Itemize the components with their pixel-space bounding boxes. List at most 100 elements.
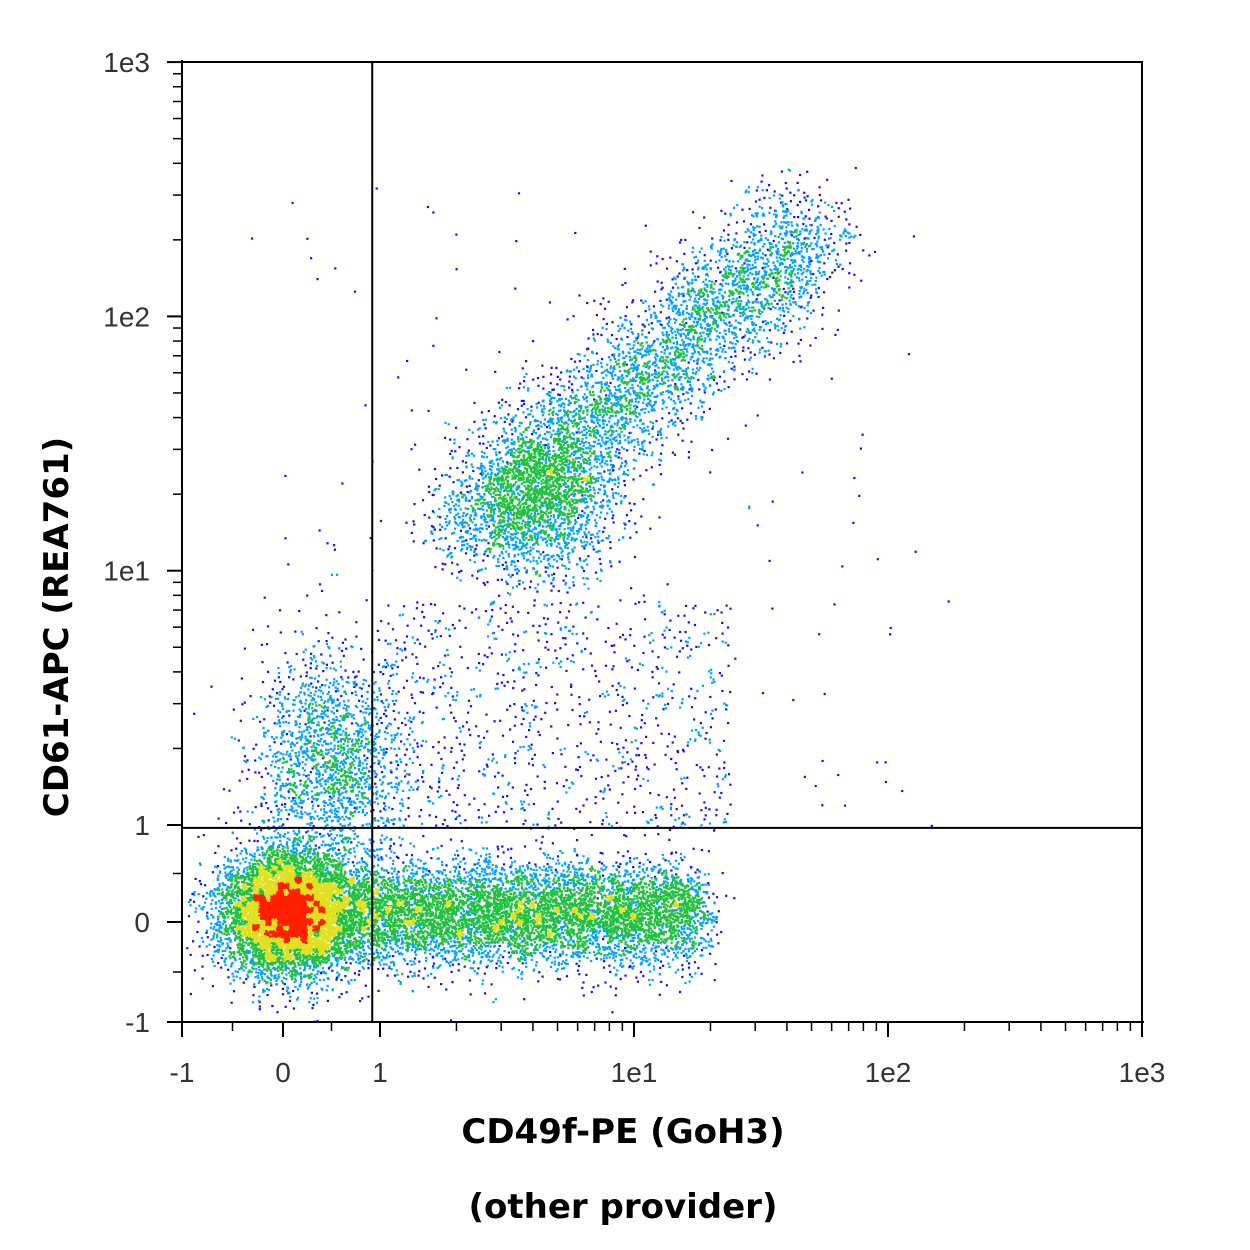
- event-point: [305, 856, 308, 859]
- event-point: [249, 900, 252, 903]
- event-point: [219, 913, 222, 916]
- event-point: [234, 879, 237, 882]
- event-point: [287, 859, 290, 862]
- event-point: [327, 918, 331, 922]
- event-point: [250, 870, 253, 874]
- event-point: [221, 891, 224, 894]
- event-point: [329, 925, 333, 928]
- event-point: [223, 928, 226, 931]
- event-point: [341, 938, 344, 941]
- event-point: [320, 945, 323, 948]
- event-point: [212, 954, 215, 957]
- event-point: [271, 937, 274, 940]
- event-point: [286, 837, 289, 840]
- event-point: [311, 956, 314, 959]
- event-point: [316, 904, 320, 907]
- event-point: [290, 936, 294, 940]
- event-point: [359, 1000, 362, 1003]
- event-point: [339, 925, 342, 928]
- event-point: [265, 887, 268, 890]
- event-point: [242, 969, 245, 972]
- event-point: [238, 923, 241, 926]
- event-point: [349, 873, 352, 876]
- event-point: [243, 917, 246, 921]
- event-point: [289, 974, 292, 977]
- event-point: [349, 955, 352, 958]
- event-point: [340, 937, 343, 940]
- event-point: [260, 957, 263, 960]
- event-point: [312, 838, 315, 841]
- event-point: [266, 836, 269, 840]
- event-point: [236, 870, 239, 873]
- event-point: [238, 926, 241, 929]
- event-point: [275, 910, 278, 913]
- event-point: [278, 952, 281, 955]
- event-point: [281, 987, 284, 990]
- event-point: [306, 960, 309, 963]
- event-point: [325, 961, 328, 964]
- event-point: [212, 935, 215, 938]
- event-point: [338, 900, 341, 903]
- event-point: [219, 910, 222, 914]
- event-point: [253, 983, 256, 986]
- event-point: [232, 929, 235, 932]
- event-point: [258, 948, 262, 951]
- event-point: [258, 995, 261, 998]
- event-point: [234, 897, 237, 900]
- event-point: [230, 878, 233, 881]
- event-point: [336, 907, 339, 910]
- event-point: [292, 942, 295, 945]
- event-point: [245, 887, 248, 890]
- event-point: [326, 891, 329, 894]
- event-point: [249, 874, 252, 877]
- event-point: [228, 927, 231, 930]
- event-point: [253, 910, 256, 913]
- event-point: [276, 852, 279, 855]
- event-point: [336, 875, 339, 878]
- event-point: [229, 953, 233, 956]
- event-point: [230, 866, 233, 869]
- event-point: [274, 909, 277, 912]
- event-point: [234, 877, 237, 880]
- event-point: [244, 904, 247, 907]
- event-point: [258, 968, 261, 971]
- event-point: [301, 941, 304, 944]
- event-point: [330, 952, 334, 955]
- event-point: [281, 993, 285, 996]
- event-point: [223, 855, 226, 859]
- event-point: [244, 905, 247, 908]
- event-point: [344, 853, 347, 856]
- event-point: [243, 894, 246, 897]
- event-point: [351, 949, 354, 952]
- event-point: [282, 889, 285, 892]
- event-point: [268, 858, 271, 861]
- event-point: [333, 892, 336, 895]
- event-point: [301, 961, 304, 965]
- event-point: [293, 977, 296, 980]
- event-point: [277, 862, 281, 865]
- event-point: [338, 873, 341, 876]
- event-point: [280, 843, 283, 846]
- event-point: [257, 976, 260, 979]
- event-point: [339, 874, 342, 878]
- event-point: [313, 974, 316, 977]
- event-point: [245, 866, 248, 869]
- event-point: [218, 927, 221, 930]
- event-point: [257, 931, 260, 934]
- event-point: [246, 874, 249, 878]
- event-point: [360, 955, 363, 958]
- event-point: [232, 975, 235, 978]
- event-point: [328, 878, 331, 881]
- event-point: [254, 933, 257, 936]
- event-point: [264, 841, 267, 844]
- event-point: [337, 857, 340, 860]
- event-point: [344, 975, 347, 978]
- event-point: [244, 954, 247, 957]
- event-point: [317, 936, 320, 939]
- event-point: [209, 926, 212, 929]
- event-point: [256, 849, 259, 852]
- event-point: [282, 976, 285, 979]
- event-point: [234, 874, 237, 877]
- event-point: [303, 966, 307, 969]
